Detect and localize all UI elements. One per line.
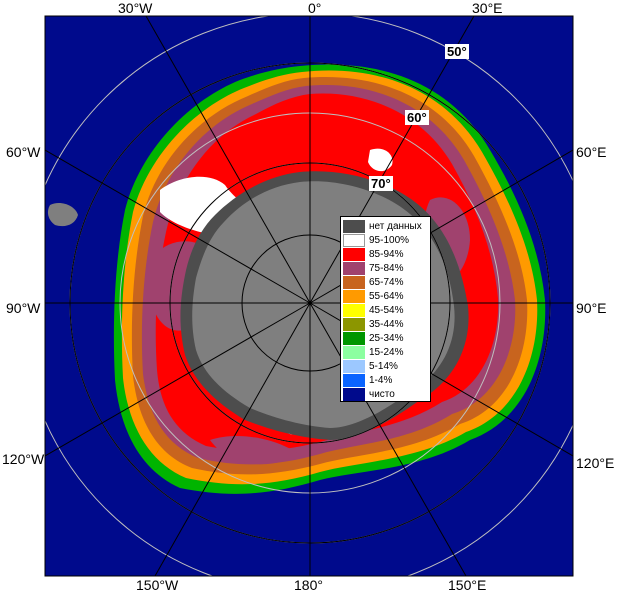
legend-label: 95-100% [369,235,410,246]
legend-item: 35-44% [343,318,431,331]
meridian-30w [145,16,311,304]
legend-item: 85-94% [343,248,431,261]
ice-purple-patch [210,435,300,465]
lon-label-left-90w: 90°W [6,300,41,316]
lon-label-top-0: 0° [308,0,322,16]
lon-label-right-60e: 60°E [576,144,607,160]
legend-swatch [343,388,365,401]
lon-label-bottom-150w: 150°W [136,577,179,593]
legend-swatch [343,360,365,373]
legend-swatch [343,276,365,289]
meridian-60w [45,149,311,304]
legend-label: 25-34% [369,333,404,344]
legend-swatch [343,248,365,261]
lat-label-50: 50° [445,44,469,59]
legend-swatch [343,290,365,303]
meridian-150e [309,302,467,576]
legend-label: 45-54% [369,305,404,316]
lon-label-bottom-180: 180° [294,577,323,593]
lon-label-top-30e: 30°E [472,0,503,16]
legend-label: 5-14% [369,361,398,372]
legend-swatch [343,374,365,387]
legend-swatch [343,304,365,317]
lon-label-top-30w: 30°W [118,0,153,16]
legend-label: нет данных [369,221,422,232]
legend-label: 65-74% [369,277,404,288]
lon-label-left-60w: 60°W [6,144,41,160]
legend-item: 15-24% [343,346,431,359]
lon-label-right-90e: 90°E [576,300,607,316]
legend-swatch [343,234,365,247]
legend-swatch [343,332,365,345]
legend-swatch [343,346,365,359]
legend-label: 85-94% [369,249,404,260]
legend-item: 65-74% [343,276,431,289]
lon-label-bottom-150e: 150°E [448,577,487,593]
legend-item: нет данных [343,220,431,233]
legend-item: 1-4% [343,374,431,387]
legend-label: 55-64% [369,291,404,302]
lat-label-60: 60° [405,110,429,125]
legend-swatch [343,318,365,331]
lon-label-right-120e: 120°E [576,455,615,471]
map-frame [44,15,574,577]
legend-label: 35-44% [369,319,404,330]
legend-label: 15-24% [369,347,404,358]
lon-label-left-120w: 120°W [2,451,45,467]
legend-label: 75-84% [369,263,404,274]
south-america-tip [47,203,78,227]
legend-swatch [343,262,365,275]
legend-label: 1-4% [369,375,393,386]
lat-label-70: 70° [369,176,393,191]
legend-label: чисто [369,389,395,400]
legend-item: 75-84% [343,262,431,275]
legend-item: 25-34% [343,332,431,345]
legend-item: 45-54% [343,304,431,317]
meridian-30e [309,16,475,304]
legend-item: 5-14% [343,360,431,373]
meridian-150w [154,302,311,576]
legend-item: 95-100% [343,234,431,247]
legend: нет данных 95-100% 85-94% 75-84% 65-74% 55-64… [340,216,431,402]
legend-item: чисто [343,388,431,401]
meridian-120w [45,302,311,457]
legend-item: 55-64% [343,290,431,303]
ice-white-patch [368,148,393,172]
legend-swatch [343,220,365,233]
